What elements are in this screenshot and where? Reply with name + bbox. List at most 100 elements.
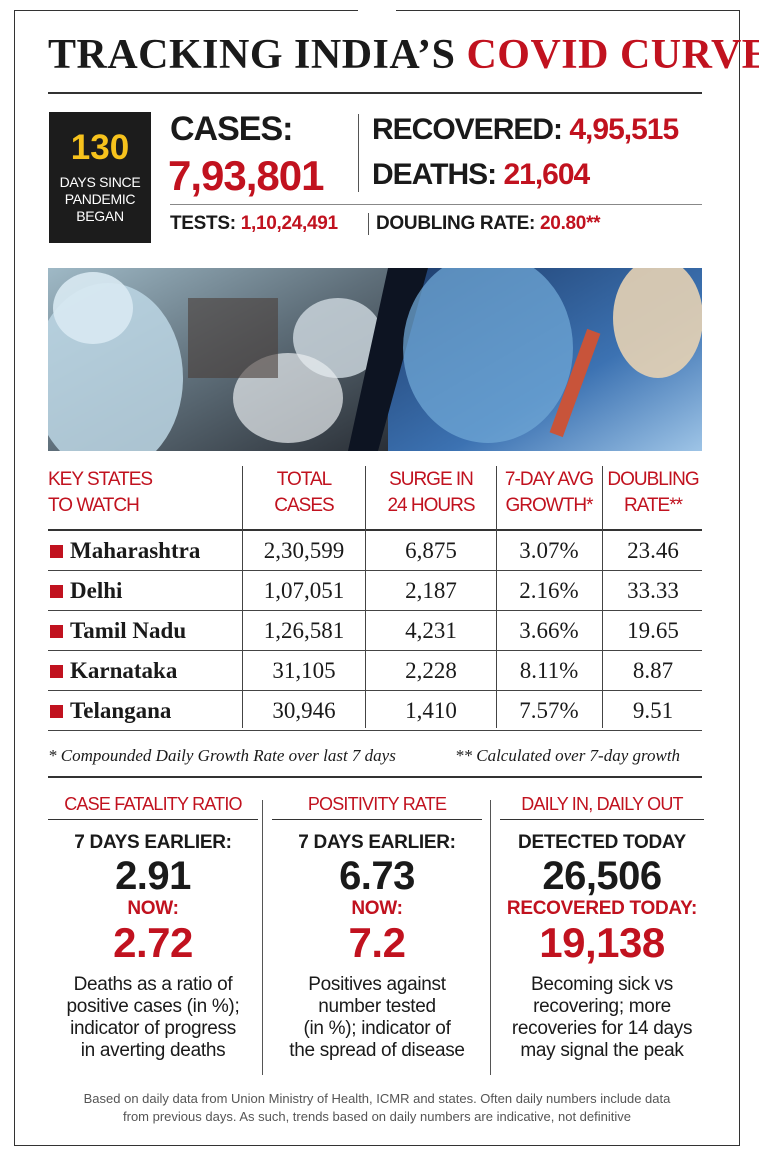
panel-value-earlier: 6.73 <box>339 854 415 898</box>
growth-cell: 2.16% <box>519 578 579 603</box>
panel-title: POSITIVITY RATE <box>272 794 482 820</box>
doubling-cell: 19.65 <box>627 618 679 643</box>
footnote-rule <box>48 776 702 778</box>
state-label: Delhi <box>70 578 123 603</box>
panel-title: DAILY IN, DAILY OUT <box>500 794 704 820</box>
state-label: Maharashtra <box>70 538 201 563</box>
th-total-cases-line1: TOTAL <box>276 469 332 490</box>
state-name: Delhi <box>48 578 122 604</box>
source-line: Based on daily data from Union Ministry … <box>83 1091 671 1106</box>
frame-gap <box>358 4 396 16</box>
tests-stat: TESTS: 1,10,24,491 <box>170 213 338 235</box>
bullet-icon <box>50 705 63 718</box>
recovered-value: 4,95,515 <box>569 113 679 146</box>
state-name: Tamil Nadu <box>48 618 186 644</box>
table-row: Telangana 30,946 1,410 7.57% 9.51 <box>48 691 702 731</box>
desc-line: indicator of progress <box>70 1018 236 1039</box>
panel-label-now: NOW: <box>127 898 179 919</box>
desc-line: Positives against <box>308 974 446 995</box>
state-label: Karnataka <box>70 658 178 683</box>
table-row: Maharashtra 2,30,599 6,875 3.07% 23.46 <box>48 531 702 571</box>
total-cases-cell: 1,26,581 <box>263 618 345 643</box>
col-divider <box>496 466 497 728</box>
total-cases-cell: 2,30,599 <box>263 538 345 563</box>
footnote-doubling: ** Calculated over 7-day growth <box>455 746 681 765</box>
days-text-line-3: BEGAN <box>76 208 124 224</box>
title-part-a: TRACKING INDIA’S <box>48 32 456 78</box>
page-title: TRACKING INDIA’S COVID CURVE <box>48 32 759 78</box>
desc-line: the spread of disease <box>289 1040 465 1061</box>
doubling-rate-value: 20.80** <box>540 213 601 234</box>
panel-description: Becoming sick vs recovering; more recove… <box>500 974 704 1062</box>
footnote-growth: * Compounded Daily Growth Rate over last… <box>48 746 396 765</box>
tests-label: TESTS: <box>170 213 236 234</box>
th-doubling-line2: RATE** <box>623 495 683 516</box>
col-divider <box>365 466 366 728</box>
days-text-line-2: PANDEMIC <box>64 191 136 207</box>
days-text-line-1: DAYS SINCE <box>59 174 141 190</box>
surge-cell: 6,875 <box>405 538 457 563</box>
desc-line: positive cases (in %); <box>66 996 240 1017</box>
total-cases-cell: 1,07,051 <box>263 578 345 603</box>
panel-divider <box>262 800 263 1075</box>
panel-daily-in-out: DAILY IN, DAILY OUT DETECTED TODAY 26,50… <box>500 794 704 1062</box>
growth-cell: 7.57% <box>519 698 579 723</box>
panel-description: Deaths as a ratio of positive cases (in … <box>48 974 258 1062</box>
growth-cell: 3.07% <box>519 538 579 563</box>
cases-value: 7,93,801 <box>168 152 324 199</box>
bullet-icon <box>50 585 63 598</box>
tests-value: 1,10,24,491 <box>240 213 338 234</box>
desc-line: Becoming sick vs <box>531 974 673 995</box>
col-divider <box>242 466 243 728</box>
surge-cell: 4,231 <box>405 618 457 643</box>
doubling-cell: 23.46 <box>627 538 679 563</box>
desc-line: in averting deaths <box>80 1040 226 1061</box>
total-cases-cell: 31,105 <box>272 658 336 683</box>
panel-divider <box>490 800 491 1075</box>
th-key-states-line1: KEY STATES <box>48 469 153 490</box>
th-growth-line1: 7-DAY AVG <box>504 469 594 490</box>
panel-value-now: 2.72 <box>113 919 193 966</box>
state-name: Maharashtra <box>48 538 200 564</box>
days-since-box: 130 DAYS SINCE PANDEMIC BEGAN <box>49 112 151 243</box>
th-growth-line2: GROWTH* <box>505 495 594 516</box>
total-cases-cell: 30,946 <box>272 698 336 723</box>
panel-positivity-rate: POSITIVITY RATE 7 DAYS EARLIER: 6.73 NOW… <box>272 794 482 1062</box>
th-key-states-line2: TO WATCH <box>48 495 140 516</box>
growth-cell: 3.66% <box>519 618 579 643</box>
doubling-cell: 33.33 <box>627 578 679 603</box>
desc-line: recoveries for 14 days <box>511 1018 693 1039</box>
panel-label-earlier: 7 DAYS EARLIER: <box>74 832 232 853</box>
desc-line: number tested <box>318 996 436 1017</box>
th-total-cases-line2: CASES <box>274 495 334 516</box>
state-name: Telangana <box>48 698 171 724</box>
surge-cell: 2,228 <box>405 658 457 683</box>
days-number: 130 <box>70 128 130 167</box>
th-surge: SURGE IN 24 HOURS <box>366 467 496 519</box>
surge-cell: 2,187 <box>405 578 457 603</box>
th-key-states: KEY STATES TO WATCH <box>48 467 238 519</box>
panel-label-recovered: RECOVERED TODAY: <box>506 898 698 919</box>
th-total-cases: TOTAL CASES <box>244 467 364 519</box>
desc-line: may signal the peak <box>520 1040 684 1061</box>
table-row: Karnataka 31,105 2,228 8.11% 8.87 <box>48 651 702 691</box>
panel-value-now: 7.2 <box>348 919 406 966</box>
panel-label-detected: DETECTED TODAY <box>518 832 686 853</box>
bullet-icon <box>50 665 63 678</box>
panel-value-recovered: 19,138 <box>539 919 665 966</box>
panel-value-detected: 26,506 <box>542 854 662 898</box>
stats-rule <box>170 204 702 205</box>
doubling-rate-label: DOUBLING RATE: <box>376 213 536 234</box>
panel-label-earlier: 7 DAYS EARLIER: <box>298 832 456 853</box>
stats-divider <box>358 114 359 192</box>
doubling-rate-stat: DOUBLING RATE: 20.80** <box>376 213 601 235</box>
panel-title: CASE FATALITY RATIO <box>48 794 258 820</box>
state-name: Karnataka <box>48 658 177 684</box>
desc-line: recovering; more <box>533 996 671 1017</box>
recovered-label: RECOVERED: <box>372 113 563 146</box>
state-label: Telangana <box>70 698 172 723</box>
deaths-stat: DEATHS: 21,604 <box>372 158 590 192</box>
desc-line: (in %); indicator of <box>303 1018 451 1039</box>
th-surge-line2: 24 HOURS <box>387 495 475 516</box>
deaths-value: 21,604 <box>503 158 590 191</box>
